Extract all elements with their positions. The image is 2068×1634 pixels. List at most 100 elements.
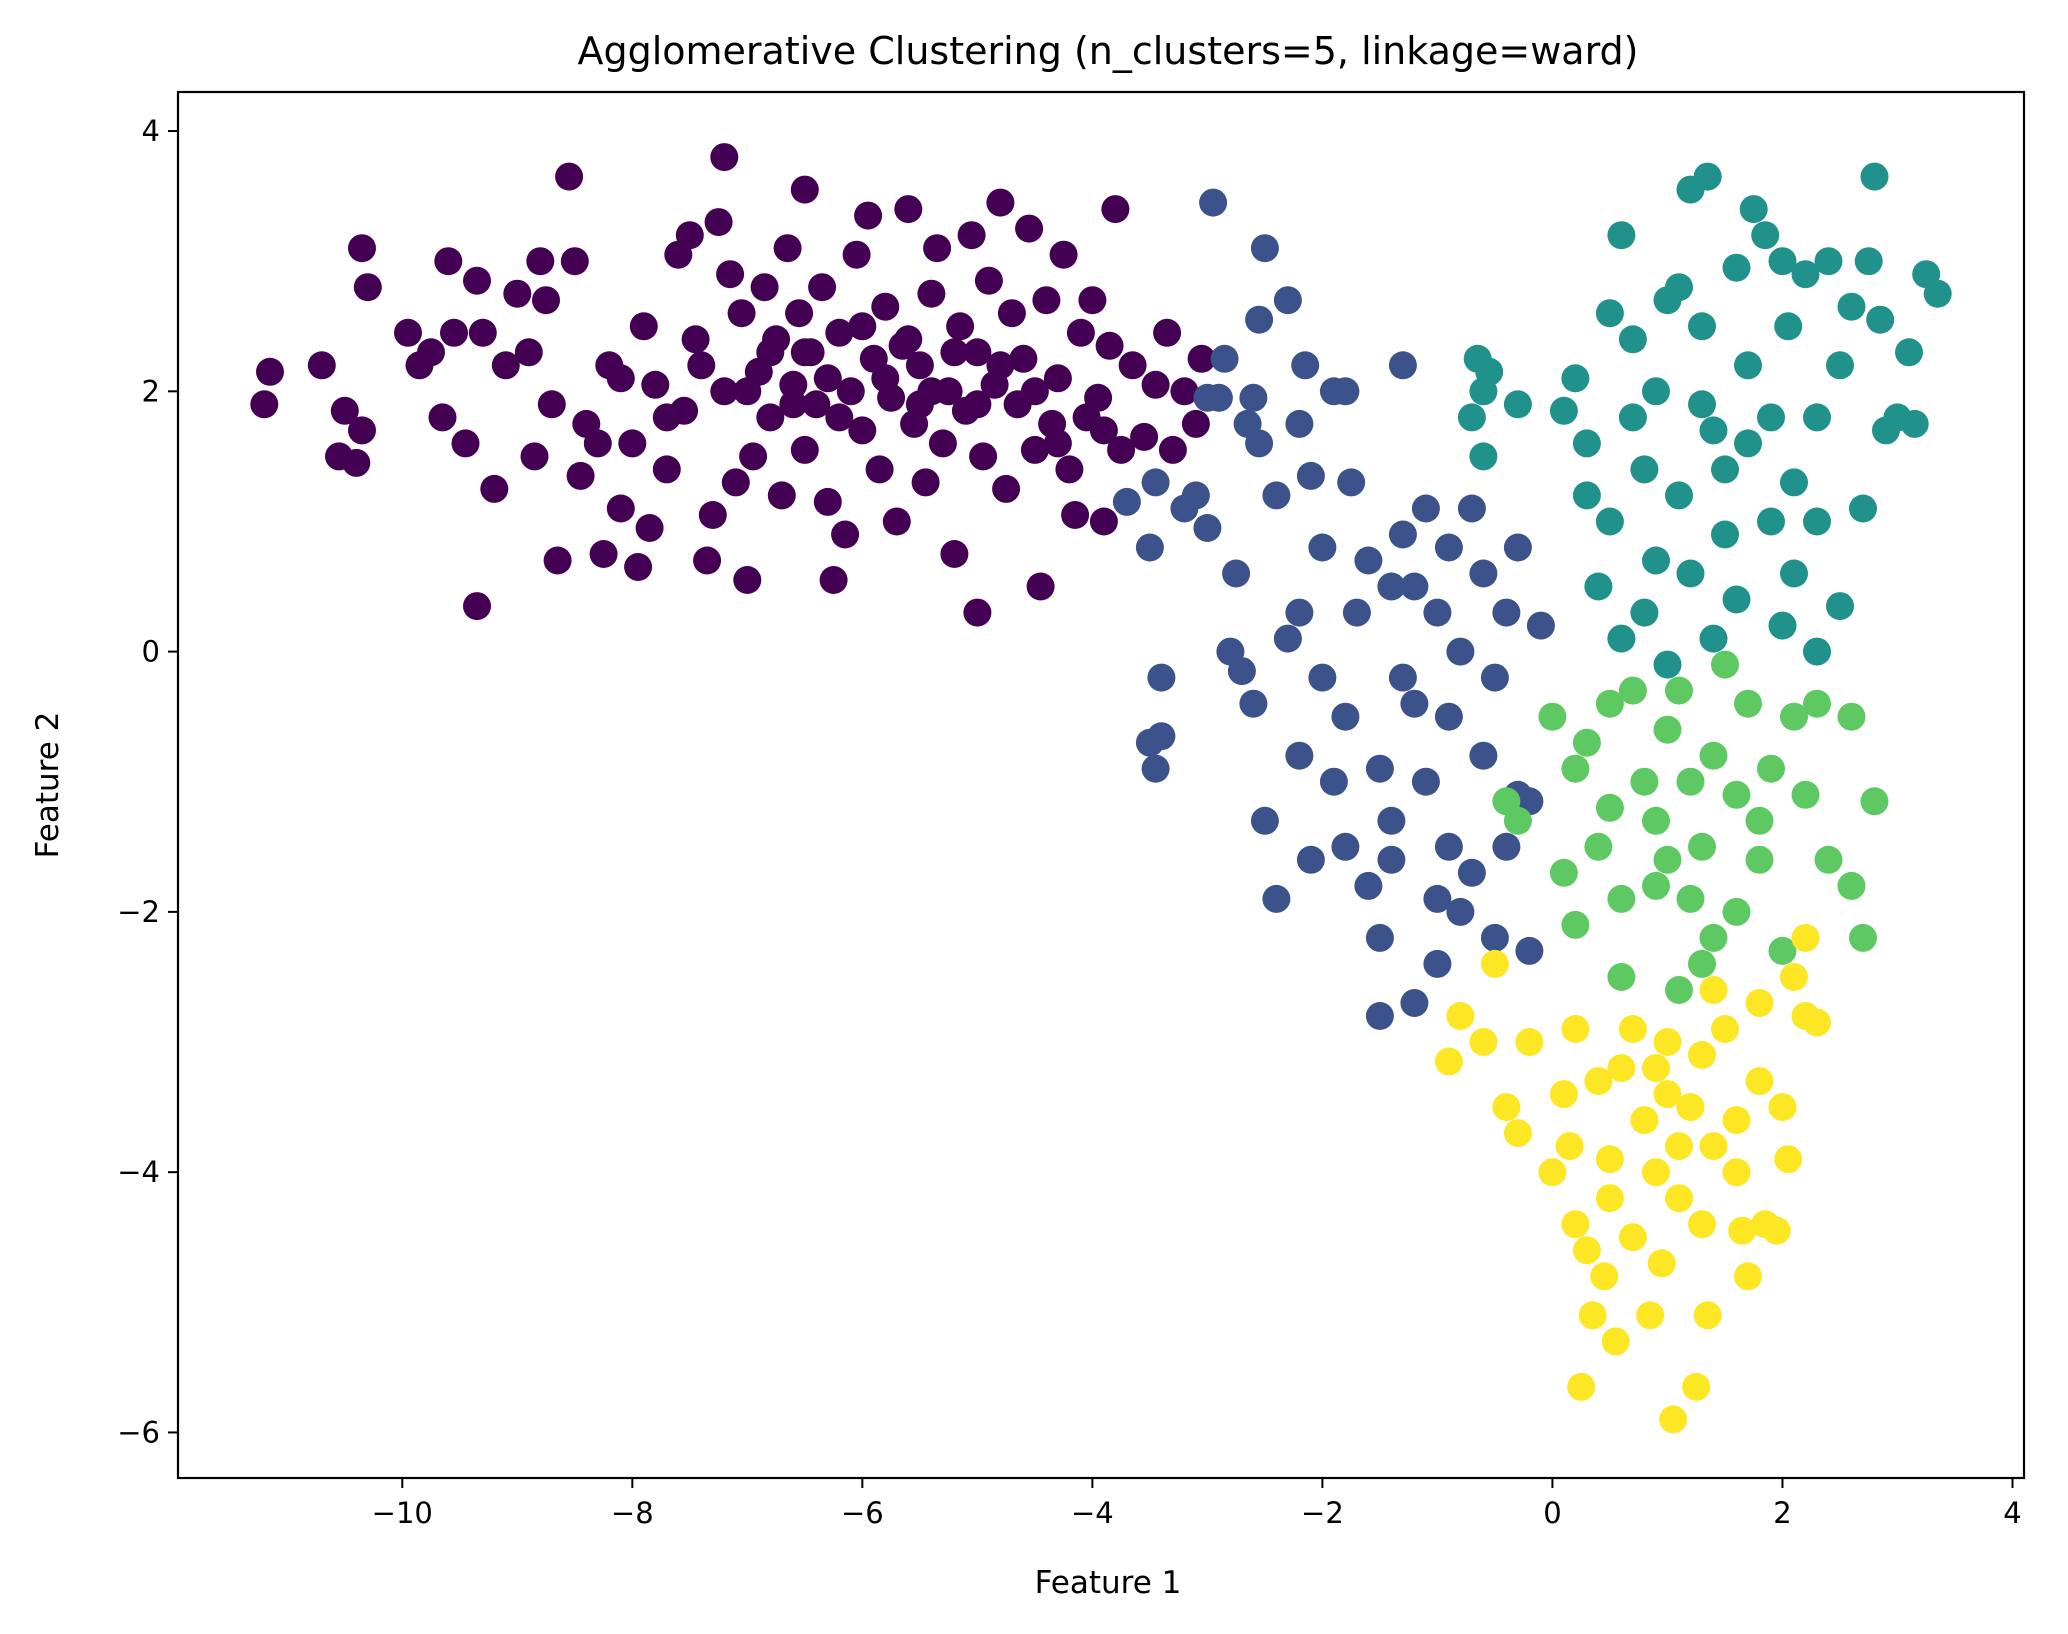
data-point-cluster-0-99 [986, 188, 1015, 217]
data-point-cluster-0-14 [440, 318, 468, 347]
data-point-cluster-0-136 [756, 338, 785, 367]
data-point-cluster-4-32 [1722, 1158, 1751, 1187]
y-tick-label: −2 [117, 895, 160, 929]
data-point-cluster-4-3 [1480, 949, 1509, 978]
data-point-cluster-0-88 [928, 429, 957, 458]
data-point-cluster-0-80 [882, 507, 911, 536]
data-point-cluster-1-27 [1308, 533, 1337, 562]
data-point-cluster-0-97 [974, 266, 1003, 295]
data-point-cluster-1-63 [1411, 767, 1440, 796]
data-point-cluster-2-2 [1469, 442, 1498, 471]
data-point-cluster-4-50 [1665, 1132, 1693, 1161]
data-point-cluster-3-29 [1630, 767, 1659, 796]
x-tick-label: 0 [1543, 1496, 1561, 1530]
data-point-cluster-0-37 [629, 312, 658, 341]
data-point-cluster-2-63 [1699, 624, 1728, 653]
data-point-cluster-2-59 [1722, 585, 1751, 614]
data-point-cluster-2-23 [1739, 195, 1768, 224]
data-point-cluster-0-45 [693, 546, 722, 575]
data-point-cluster-0-141 [905, 390, 934, 419]
data-point-cluster-3-27 [1860, 787, 1889, 816]
data-point-cluster-1-45 [1469, 741, 1498, 770]
data-point-cluster-0-91 [946, 312, 975, 341]
data-point-cluster-2-62 [1653, 650, 1682, 679]
data-point-cluster-0-13 [434, 247, 463, 276]
data-point-cluster-3-7 [1607, 963, 1636, 991]
data-point-cluster-1-9 [1193, 514, 1222, 542]
data-point-cluster-1-43 [1446, 637, 1475, 666]
x-tick-label: −10 [372, 1496, 433, 1530]
data-point-cluster-3-24 [1837, 702, 1866, 731]
data-point-cluster-2-50 [1688, 390, 1716, 419]
data-point-cluster-3-30 [1653, 845, 1682, 874]
data-point-cluster-2-15 [1665, 273, 1693, 302]
data-point-cluster-3-32 [1699, 923, 1728, 952]
data-point-cluster-1-16 [1227, 657, 1256, 686]
data-point-cluster-1-70 [1331, 832, 1360, 861]
data-point-cluster-2-42 [1900, 409, 1929, 438]
data-point-cluster-0-43 [675, 221, 704, 250]
data-point-cluster-0-49 [716, 260, 745, 289]
data-point-cluster-3-5 [1572, 728, 1601, 757]
data-point-cluster-3-40 [1665, 676, 1693, 705]
data-point-cluster-3-19 [1768, 936, 1797, 965]
data-point-cluster-4-13 [1578, 1301, 1607, 1330]
data-point-cluster-2-7 [1561, 364, 1590, 393]
data-point-cluster-0-35 [618, 429, 647, 458]
data-point-cluster-2-33 [1826, 592, 1854, 621]
data-point-cluster-3-31 [1699, 741, 1728, 770]
data-point-cluster-0-116 [1084, 383, 1113, 412]
data-point-cluster-3-8 [1618, 676, 1647, 705]
data-point-cluster-3-4 [1561, 910, 1590, 939]
data-point-cluster-3-38 [1561, 754, 1590, 783]
data-point-cluster-4-21 [1642, 1158, 1670, 1187]
data-point-cluster-2-30 [1803, 403, 1831, 432]
data-point-cluster-4-47 [1688, 1041, 1716, 1069]
data-point-cluster-2-34 [1837, 292, 1866, 321]
data-point-cluster-3-18 [1757, 754, 1785, 783]
data-point-cluster-2-32 [1826, 351, 1854, 380]
data-point-cluster-0-110 [1049, 240, 1078, 269]
data-point-cluster-2-48 [1642, 377, 1670, 406]
data-point-cluster-2-52 [1734, 429, 1762, 458]
data-point-cluster-0-95 [963, 598, 992, 627]
data-point-cluster-4-43 [1803, 1008, 1831, 1037]
data-point-cluster-0-100 [992, 474, 1021, 503]
y-tick-label: 2 [142, 374, 160, 408]
data-point-cluster-1-54 [1273, 624, 1302, 653]
data-point-cluster-0-1 [256, 357, 284, 386]
data-point-cluster-4-25 [1665, 1184, 1693, 1213]
data-point-cluster-2-28 [1780, 559, 1808, 588]
data-point-cluster-0-15 [451, 429, 480, 458]
data-point-cluster-0-38 [635, 514, 664, 542]
data-point-cluster-0-63 [790, 175, 819, 204]
data-point-cluster-3-9 [1642, 871, 1670, 900]
data-point-cluster-3-20 [1780, 702, 1808, 731]
data-point-cluster-1-35 [1388, 351, 1417, 380]
y-tick-label: −6 [117, 1415, 160, 1449]
data-point-cluster-1-40 [1423, 949, 1452, 978]
data-point-cluster-1-57 [1319, 767, 1348, 796]
data-point-cluster-1-3 [1147, 663, 1176, 692]
data-point-cluster-3-12 [1676, 767, 1705, 796]
data-point-cluster-2-58 [1676, 559, 1705, 588]
data-point-cluster-3-34 [1607, 884, 1636, 913]
data-point-cluster-3-22 [1803, 689, 1831, 718]
data-point-cluster-3-26 [1849, 923, 1877, 952]
data-point-cluster-1-79 [1285, 598, 1314, 627]
data-point-cluster-0-130 [813, 364, 842, 393]
data-point-cluster-1-73 [1446, 897, 1475, 926]
data-point-cluster-0-144 [652, 403, 681, 432]
data-point-cluster-4-29 [1693, 1301, 1722, 1330]
data-point-cluster-2-13 [1642, 546, 1670, 575]
data-point-cluster-0-21 [503, 279, 532, 308]
x-tick-label: −8 [611, 1496, 654, 1530]
data-point-cluster-0-60 [773, 234, 802, 263]
x-axis-label: Feature 1 [1035, 1565, 1182, 1601]
data-point-cluster-1-47 [1492, 598, 1521, 627]
data-point-cluster-0-67 [808, 273, 837, 302]
data-point-cluster-1-24 [1285, 409, 1314, 438]
data-point-cluster-1-33 [1377, 806, 1406, 835]
data-point-cluster-1-30 [1337, 468, 1366, 497]
y-tick-label: −4 [117, 1155, 160, 1189]
